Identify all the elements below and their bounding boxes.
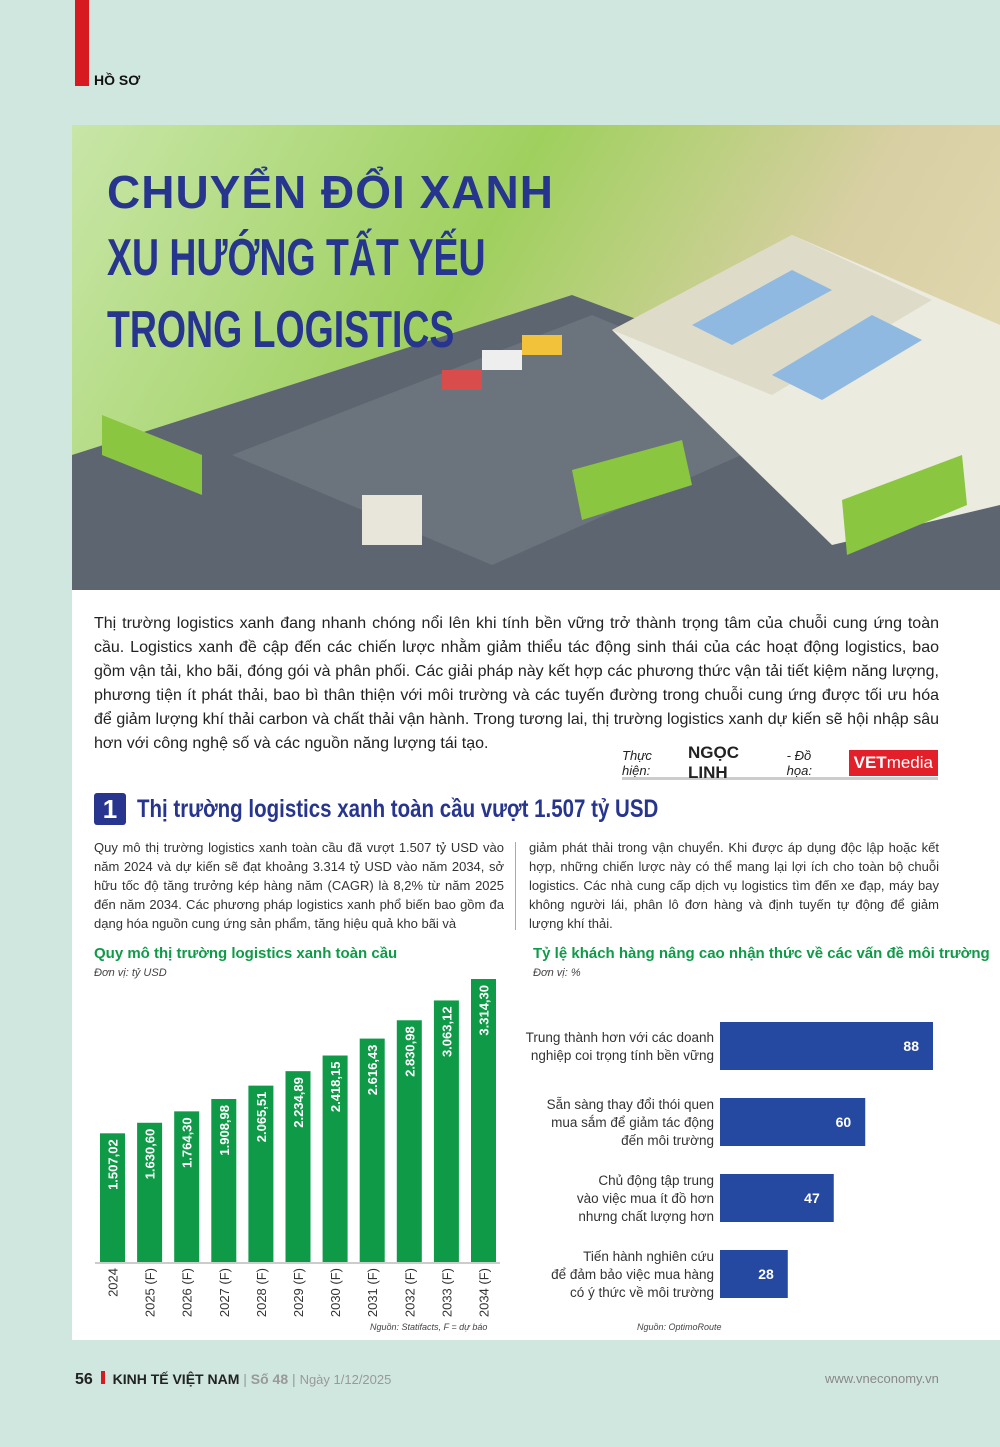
- market-size-chart: 1.507,02 2024 1.630,60 2025 (F) 1.764,30 2026…: [95, 979, 500, 1317]
- bar-value-label: 88: [903, 1038, 919, 1054]
- bar: [471, 979, 496, 1262]
- bar-value-label: 2.065,51: [254, 1092, 269, 1143]
- heading: Thị trường logistics xanh toàn cầu vượt …: [137, 795, 659, 823]
- footer-left: 56 KINH TẾ VIỆT NAM | Số 48 | Ngày 1/12/…: [75, 1371, 392, 1388]
- category-label: Trung thành hơn với các doanh: [526, 1030, 714, 1045]
- category-label: mua sắm để giảm tác động: [551, 1115, 714, 1130]
- category-label: nghiệp coi trọng tính bền vững: [531, 1048, 714, 1063]
- hero-illustration: [72, 125, 1000, 590]
- x-tick-label: 2025 (F): [143, 1268, 158, 1317]
- date: Ngày 1/12/2025: [299, 1372, 392, 1387]
- chart1-source: Nguồn: Statifacts, F = dự báo: [370, 1322, 488, 1332]
- bar-value-label: 1.764,30: [180, 1117, 195, 1168]
- x-tick-label: 2027 (F): [217, 1268, 232, 1317]
- bar: [396, 1020, 422, 1262]
- bar-value-label: 2.234,89: [291, 1077, 306, 1128]
- x-tick-label: 2031 (F): [365, 1268, 380, 1317]
- x-tick-label: 2033 (F): [439, 1268, 454, 1317]
- bar: [359, 1038, 385, 1262]
- bar: [137, 1122, 163, 1262]
- skylight: [772, 315, 922, 400]
- x-tick-label: 2024: [106, 1268, 121, 1297]
- vetmedia-logo: VETmedia: [848, 749, 938, 776]
- bar: [248, 1085, 274, 1262]
- issue: Số 48: [250, 1371, 289, 1387]
- x-tick-label: 2032 (F): [402, 1268, 417, 1317]
- bar-value-label: 2.830,98: [402, 1026, 417, 1077]
- bar-value-label: 1.908,98: [217, 1105, 232, 1156]
- chart2-unit: Đơn vị: %: [533, 967, 581, 979]
- skylight: [692, 270, 832, 345]
- bar-value-label: 2.616,43: [365, 1045, 380, 1096]
- chart1-title: Quy mô thị trường logistics xanh toàn cầ…: [94, 945, 398, 962]
- bar: [322, 1055, 348, 1262]
- bar: [285, 1071, 311, 1262]
- website: www.vneconomy.vn: [825, 1371, 939, 1386]
- footer-marker: [100, 1371, 105, 1384]
- bar: [720, 1098, 866, 1146]
- car: [442, 370, 482, 390]
- x-tick-label: 2028 (F): [254, 1268, 269, 1317]
- section-label: HỒ SƠ: [94, 72, 141, 88]
- chart1-unit: Đơn vị: tỷ USD: [94, 967, 167, 979]
- truck: [102, 415, 202, 495]
- bar-value-label: 2.418,15: [328, 1062, 343, 1113]
- heading-number: 1: [94, 793, 126, 825]
- graphics-label: - Đồ họa:: [786, 747, 812, 778]
- x-tick-label: 2026 (F): [180, 1268, 195, 1317]
- bar: [720, 1250, 788, 1298]
- awareness-chart: 88 Trung thành hơn với các doanh nghiệp co…: [526, 1022, 933, 1300]
- section-marker: [75, 0, 89, 86]
- author: NGỌC LINH: [687, 742, 739, 782]
- bar: [720, 1174, 834, 1222]
- bar-value-label: 60: [836, 1114, 852, 1130]
- category-label: có ý thức về môi trường: [570, 1285, 714, 1300]
- credit-label: Thực hiện:: [622, 747, 652, 778]
- magazine-name: KINH TẾ VIỆT NAM: [112, 1371, 240, 1387]
- category-label: nhưng chất lượng hơn: [578, 1209, 714, 1224]
- bar-value-label: 28: [758, 1266, 774, 1282]
- bar: [100, 1133, 125, 1262]
- column-divider: [515, 842, 516, 930]
- category-label: đến môi trường: [621, 1133, 714, 1148]
- bar-value-label: 47: [804, 1190, 820, 1206]
- intro-paragraph: Thị trường logistics xanh đang nhanh chó…: [94, 615, 939, 752]
- chart2-source: Nguồn: OptimoRoute: [637, 1322, 722, 1332]
- body-column-1: Quy mô thị trường logistics xanh toàn cầ…: [94, 840, 504, 931]
- page-number: 56: [75, 1371, 93, 1388]
- chart2-title: Tỷ lệ khách hàng nâng cao nhận thức về c…: [533, 945, 990, 962]
- category-label: Sẵn sàng thay đổi thói quen: [547, 1097, 714, 1112]
- category-label: Chủ động tập trung: [598, 1173, 714, 1188]
- credit-line: Thực hiện: NGỌC LINH - Đồ họa: VETmedia: [622, 743, 938, 782]
- title-line1: CHUYỂN ĐỔI XANH: [107, 166, 554, 218]
- guard-booth: [362, 495, 422, 545]
- x-tick-label: 2030 (F): [328, 1268, 343, 1317]
- x-tick-label: 2029 (F): [291, 1268, 306, 1317]
- car: [522, 335, 562, 355]
- title-line2: XU HƯỚNG TẤT YẾU: [107, 229, 486, 287]
- bar: [720, 1022, 933, 1070]
- truck: [572, 440, 692, 520]
- bar: [211, 1098, 237, 1262]
- category-label: Tiến hành nghiên cứu: [583, 1249, 714, 1264]
- warehouse-illustration: [72, 235, 1000, 590]
- category-label: để đảm bảo việc mua hàng: [551, 1267, 714, 1282]
- bar: [174, 1111, 200, 1262]
- body-column-2: giảm phát thải trong vận chuyển. Khi đượ…: [529, 840, 939, 931]
- category-label: vào việc mua ít đồ hơn: [577, 1191, 714, 1206]
- bar-value-label: 3.314,30: [477, 985, 492, 1036]
- car: [482, 350, 522, 370]
- bar-value-label: 3.063,12: [439, 1006, 454, 1057]
- title-line3: TRONG LOGISTICS: [107, 301, 455, 359]
- x-tick-label: 2034 (F): [477, 1268, 492, 1317]
- bar: [433, 1000, 459, 1262]
- bar-value-label: 1.507,02: [106, 1139, 121, 1190]
- bar-value-label: 1.630,60: [143, 1129, 158, 1180]
- truck: [842, 455, 967, 555]
